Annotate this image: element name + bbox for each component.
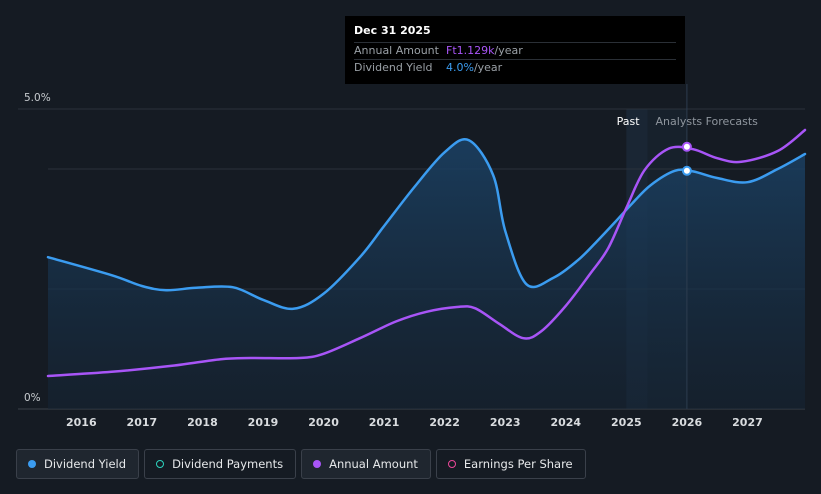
tooltip-suffix: /year [473,61,503,74]
tooltip-value: Ft1.129k [446,44,495,57]
x-tick-label: 2024 [550,416,581,429]
x-tick-label: 2026 [672,416,703,429]
tooltip-date: Dec 31 2025 [354,24,431,37]
tooltip-label: Dividend Yield [354,61,433,74]
x-tick-label: 2020 [308,416,339,429]
legend-label: Dividend Payments [172,457,284,471]
tooltip-row-dividend-yield: Dividend Yield 4.0% /year [354,59,676,76]
forecast-label: Analysts Forecasts [656,115,759,128]
legend-earnings-per-share[interactable]: Earnings Per Share [435,449,586,479]
dividend-yield-area [48,139,805,409]
legend-marker-icon [28,460,36,468]
tooltip-row-annual-amount: Annual Amount Ft1.129k /year [354,42,676,59]
x-tick-label: 2027 [732,416,763,429]
annual-amount-highlight-point[interactable] [681,141,692,152]
tooltip-value: 4.0% [446,61,474,74]
x-tick-label: 2021 [369,416,400,429]
y-tick-label: 5.0% [24,92,51,104]
legend-dividend-payments[interactable]: Dividend Payments [144,449,297,479]
x-tick-label: 2018 [187,416,218,429]
x-tick-label: 2016 [66,416,97,429]
legend-annual-amount[interactable]: Annual Amount [301,449,431,479]
chart-legend: Dividend Yield Dividend Payments Annual … [16,449,586,479]
hover-tooltip: Dec 31 2025 Annual Amount Ft1.129k /year… [345,16,685,84]
dividend-yield-line [46,138,807,311]
legend-label: Earnings Per Share [463,457,573,471]
x-tick-label: 2017 [127,416,158,429]
legend-marker-icon [447,460,456,468]
x-tick-label: 2025 [611,416,642,429]
legend-dividend-yield[interactable]: Dividend Yield [16,449,140,479]
legend-label: Dividend Yield [44,457,127,471]
y-tick-label: 0% [24,392,41,404]
x-tick-label: 2023 [490,416,521,429]
tooltip-suffix: /year [494,44,523,57]
x-tick-label: 2022 [429,416,460,429]
legend-marker-icon [156,460,165,468]
legend-marker-icon [313,460,322,468]
legend-label: Annual Amount [329,457,418,471]
tooltip-label: Annual Amount [354,44,439,57]
x-tick-label: 2019 [248,416,279,429]
past-label: Past [617,115,641,128]
dividend-yield-highlight-point[interactable] [681,165,692,176]
